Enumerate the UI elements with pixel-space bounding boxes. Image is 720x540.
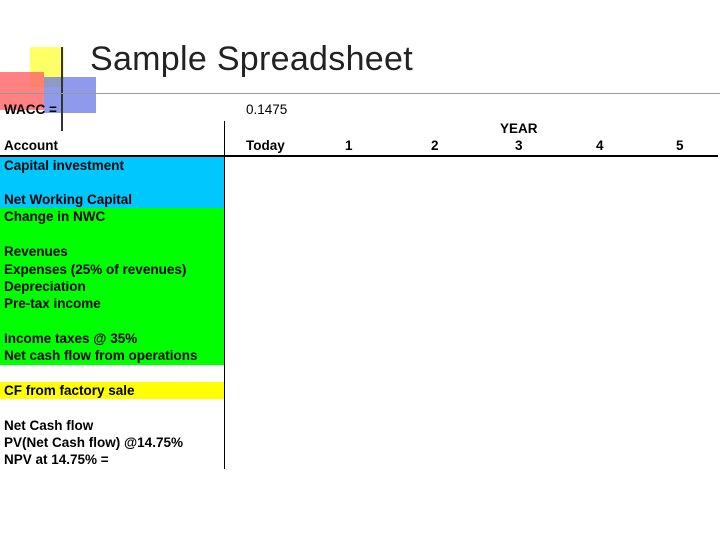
row-npv: NPV at 14.75% =	[4, 452, 109, 467]
row-change-in-nwc: Change in NWC	[4, 209, 106, 224]
col-header-today: Today	[246, 138, 285, 153]
col-header-2: 2	[431, 138, 439, 153]
yellow-band	[0, 382, 225, 399]
year-label: YEAR	[500, 121, 538, 136]
wacc-value: 0.1475	[246, 102, 288, 117]
row-net-cash-flow: Net Cash flow	[4, 418, 94, 433]
header-rule	[0, 155, 718, 157]
decorative-red-block	[0, 72, 44, 110]
wacc-label: WACC =	[4, 102, 57, 117]
row-revenues: Revenues	[4, 244, 68, 259]
decorative-vertical-line	[61, 47, 63, 131]
green-band	[0, 208, 225, 365]
row-depreciation: Depreciation	[4, 279, 86, 294]
cyan-band	[0, 157, 225, 208]
column-divider	[224, 121, 225, 469]
col-header-4: 4	[596, 138, 604, 153]
title-underline-rule	[0, 93, 720, 94]
row-net-cf-operations: Net cash flow from operations	[4, 348, 198, 363]
slide-title: Sample Spreadsheet	[90, 40, 413, 78]
col-header-3: 3	[515, 138, 523, 153]
account-header: Account	[4, 138, 58, 153]
row-cf-factory-sale: CF from factory sale	[4, 383, 135, 398]
row-income-taxes: Income taxes @ 35%	[4, 331, 138, 346]
row-net-working-capital: Net Working Capital	[4, 192, 133, 207]
col-header-1: 1	[345, 138, 353, 153]
row-pretax-income: Pre-tax income	[4, 296, 101, 311]
row-expenses: Expenses (25% of revenues)	[4, 262, 187, 277]
row-capital-investment: Capital investment	[4, 158, 125, 173]
col-header-5: 5	[676, 138, 684, 153]
decorative-blue-block	[44, 77, 96, 113]
row-pv-net-cash-flow: PV(Net Cash flow) @14.75%	[4, 435, 183, 450]
